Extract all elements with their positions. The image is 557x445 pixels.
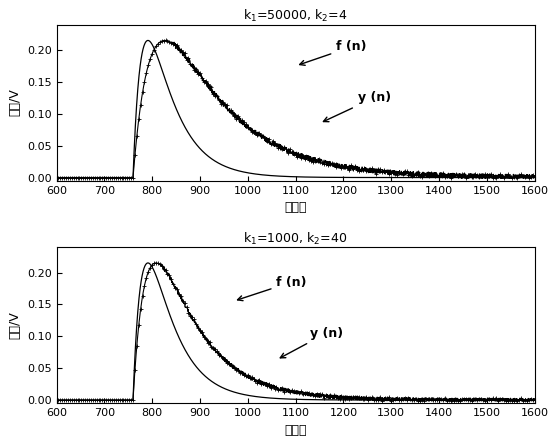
Y-axis label: 幅度/V: 幅度/V	[8, 89, 21, 117]
Y-axis label: 幅度/V: 幅度/V	[8, 311, 21, 339]
Title: k$_1$=1000, k$_2$=40: k$_1$=1000, k$_2$=40	[243, 231, 348, 247]
Title: k$_1$=50000, k$_2$=4: k$_1$=50000, k$_2$=4	[243, 8, 348, 24]
Text: y (n): y (n)	[324, 91, 391, 121]
X-axis label: 采样点: 采样点	[284, 201, 307, 214]
Text: f (n): f (n)	[300, 40, 367, 65]
Text: f (n): f (n)	[237, 275, 307, 301]
Text: y (n): y (n)	[280, 327, 343, 358]
X-axis label: 采样点: 采样点	[284, 424, 307, 437]
